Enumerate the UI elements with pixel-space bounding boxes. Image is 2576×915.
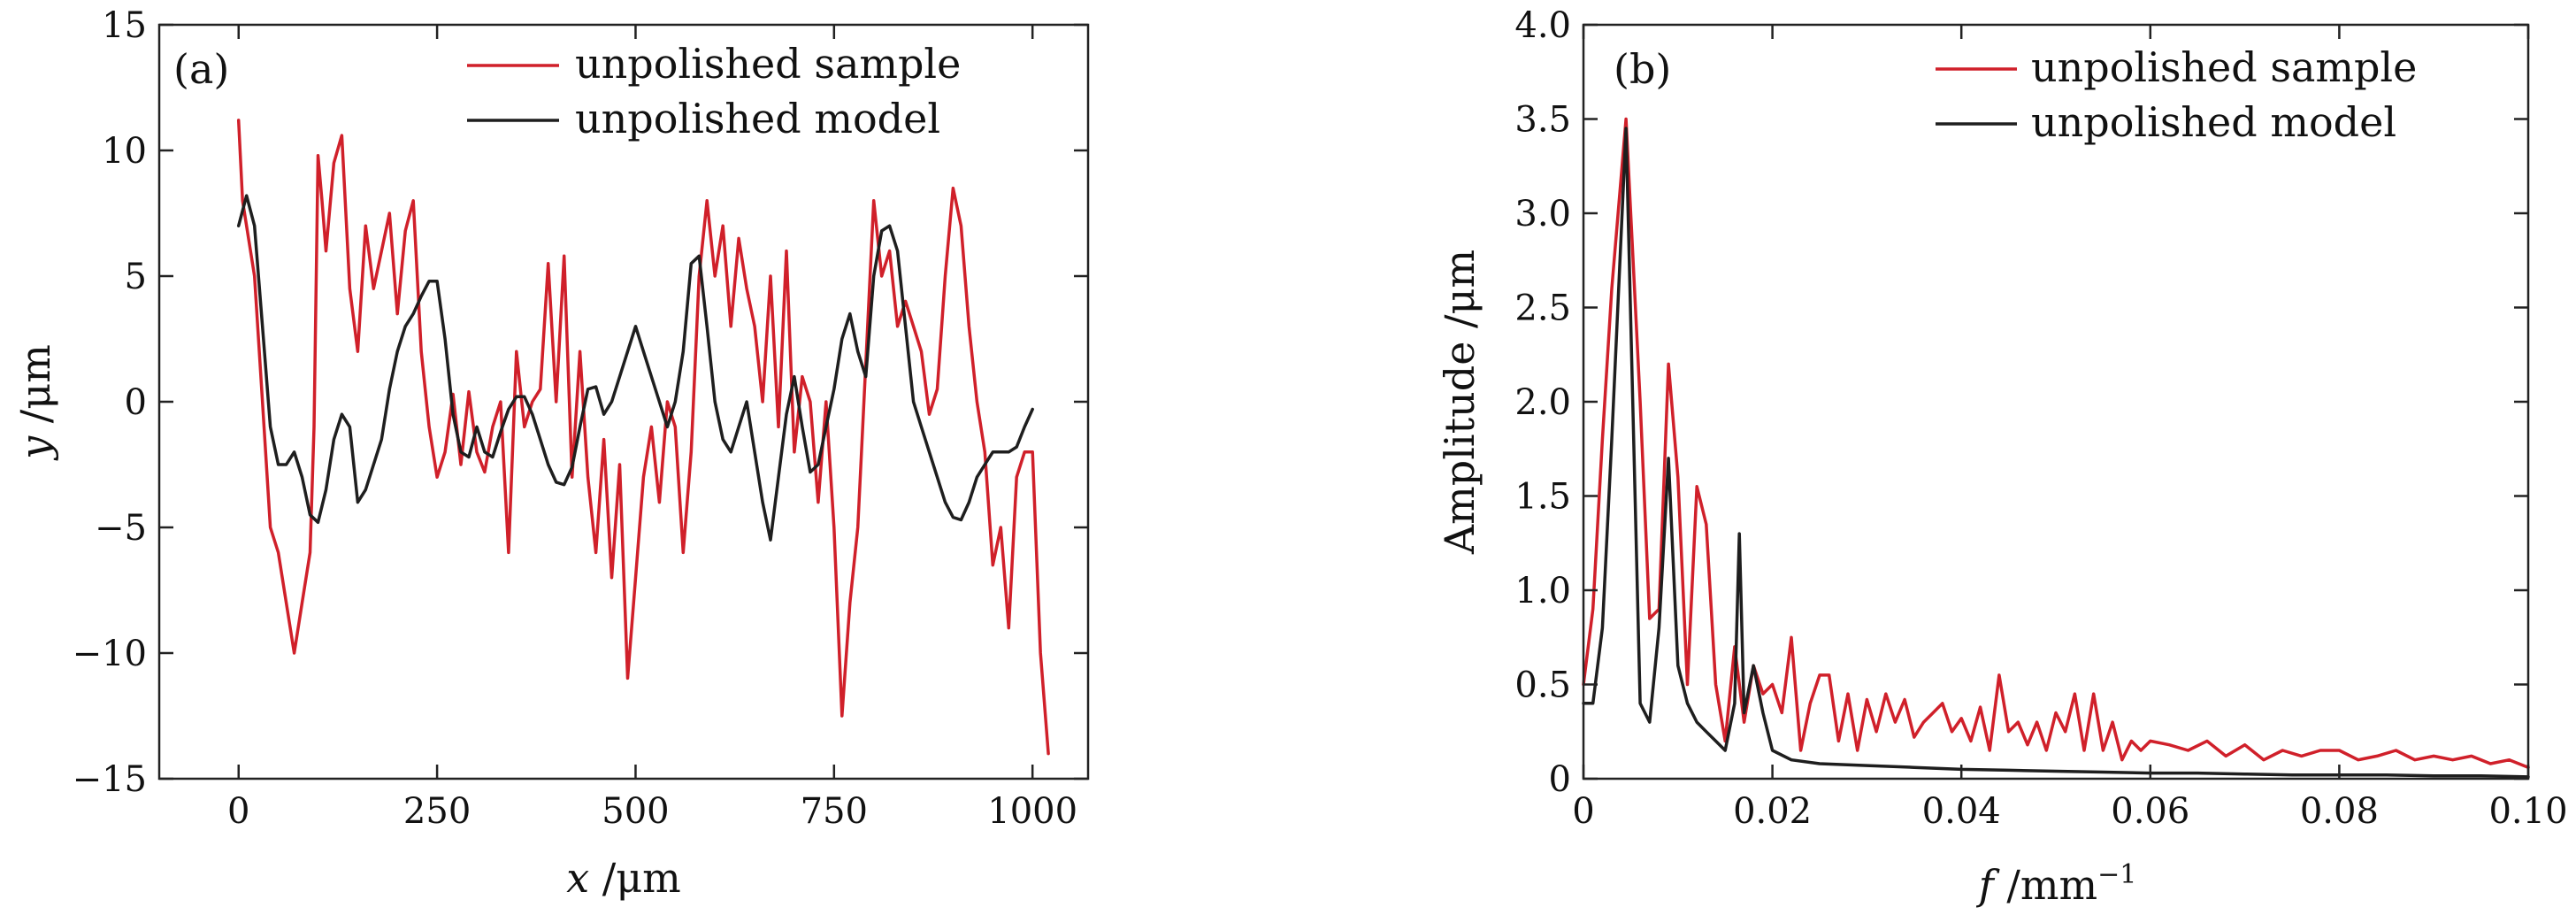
panel-b-legend-sample-label: unpolished sample bbox=[2031, 43, 2417, 91]
panel-b-ytick-label: 2.0 bbox=[1514, 382, 1571, 423]
panel-a-ylabel-unit: /μm bbox=[12, 344, 59, 436]
panel-a-ylabel: y /μm bbox=[12, 344, 59, 461]
panel-a-xtick-label: 250 bbox=[403, 791, 471, 832]
panel-b-ylabel: Amplitude /μm bbox=[1436, 250, 1484, 555]
panel-b-xtick-label: 0.04 bbox=[1922, 791, 2001, 832]
panel-a-ytick-label: −15 bbox=[73, 759, 147, 800]
panel-a-xtick-label: 0 bbox=[227, 791, 249, 832]
panel-a-ylabel-var: y bbox=[12, 435, 59, 461]
panel-a-ytick-label: 10 bbox=[102, 131, 147, 172]
panel-b-series-sample-line bbox=[1582, 117, 2530, 769]
panel-a-xtick-label: 750 bbox=[801, 791, 868, 832]
panel-a-series-model-line bbox=[236, 194, 1034, 542]
panel-b-xlabel-unit: /mm bbox=[1994, 861, 2097, 909]
panel-a-ytick-label: −10 bbox=[73, 634, 147, 674]
panel-a-xlabel-var: x bbox=[566, 854, 589, 902]
panel-a-legend-sample-label: unpolished sample bbox=[575, 40, 961, 88]
panel-b-ytick-label: 0.5 bbox=[1514, 665, 1571, 706]
panel-a-xlabel-unit: /μm bbox=[589, 854, 681, 902]
panel-b-xtick-label: 0.08 bbox=[2300, 791, 2379, 832]
panel-b-ytick-label: 0 bbox=[1549, 759, 1571, 800]
chart-panel-b: 0 0.02 0.04 0.06 0.08 0.10 0 0.5 1.0 1.5 2.0 2.5 3.0… bbox=[1436, 5, 2568, 909]
panel-a-series-group bbox=[236, 119, 1050, 756]
panel-a-ytick-label: −5 bbox=[95, 508, 147, 549]
panel-b-ytick-label: 2.5 bbox=[1514, 288, 1571, 329]
panel-a-ytick-label: 0 bbox=[125, 382, 147, 423]
chart-panel-a: 0 250 500 750 1000 15 10 5 0 −5 −10 −15 (a) unpolis… bbox=[12, 5, 1090, 902]
panel-a-ytick-label: 5 bbox=[125, 257, 147, 297]
panel-b-legend-model-label: unpolished model bbox=[2031, 98, 2396, 146]
panel-a-xtick-label: 500 bbox=[602, 791, 669, 832]
panel-b-xtick-label: 0.10 bbox=[2488, 791, 2567, 832]
panel-b-ytick-label: 3.0 bbox=[1514, 194, 1571, 235]
panel-a-legend: unpolished sample unpolished model bbox=[467, 40, 961, 142]
panel-b-label: (b) bbox=[1614, 45, 1671, 93]
panel-b-legend: unpolished sample unpolished model bbox=[1936, 43, 2417, 146]
panel-b-ytick-label: 3.5 bbox=[1514, 100, 1571, 141]
panel-b-xlabel: f /mm−1 bbox=[1976, 859, 2137, 909]
panel-b-xtick-label: 0.02 bbox=[1733, 791, 1812, 832]
panel-b-series-group bbox=[1582, 117, 2530, 779]
panel-a-ticks: 0 250 500 750 1000 15 10 5 0 −5 −10 −15 bbox=[73, 5, 1088, 832]
panel-a-label: (a) bbox=[173, 45, 229, 93]
panel-a-ytick-label: 15 bbox=[102, 5, 147, 46]
panel-b-xtick-label: 0 bbox=[1572, 791, 1594, 832]
panel-b-xlabel-sup: −1 bbox=[2097, 859, 2136, 890]
panel-a-legend-model-label: unpolished model bbox=[575, 95, 940, 142]
panel-b-series-model-line bbox=[1582, 127, 2530, 779]
panel-a-xtick-label: 1000 bbox=[987, 791, 1077, 832]
panel-b-ticks: 0 0.02 0.04 0.06 0.08 0.10 0 0.5 1.0 1.5 2.0 2.5 3.0… bbox=[1514, 5, 2567, 832]
panel-a-xlabel: x /μm bbox=[566, 854, 681, 902]
panel-b-ytick-label: 4.0 bbox=[1514, 5, 1571, 46]
panel-b-xtick-label: 0.06 bbox=[2111, 791, 2189, 832]
panel-b-ytick-label: 1.0 bbox=[1514, 571, 1571, 611]
panel-b-ytick-label: 1.5 bbox=[1514, 477, 1571, 518]
panel-a-series-sample-line bbox=[236, 119, 1050, 756]
